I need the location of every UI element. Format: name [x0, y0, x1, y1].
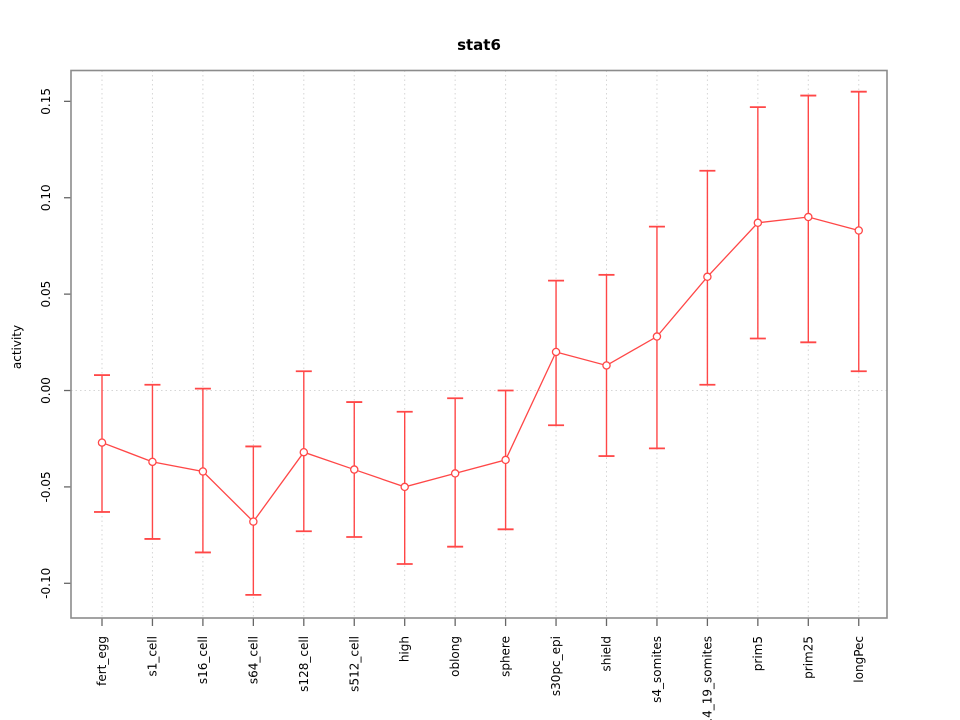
y-tick-label: 0.05	[39, 281, 53, 308]
y-tick-label: -0.10	[39, 568, 53, 599]
x-tick-label: s512_cell	[347, 636, 361, 692]
y-tick-label: 0.15	[39, 88, 53, 115]
x-tick-label: s4_somites	[650, 636, 664, 703]
chart-title: stat6	[457, 36, 501, 54]
data-point	[551, 347, 561, 357]
data-point	[349, 465, 359, 474]
data-point	[703, 272, 712, 282]
series-line	[101, 216, 859, 523]
x-tick-label: s64_cell	[246, 636, 260, 684]
x-tick-label: prim5	[751, 636, 765, 671]
data-point	[501, 455, 510, 465]
data-point	[299, 447, 309, 457]
data-point	[652, 332, 662, 341]
y-tick-label: 0.10	[39, 184, 53, 211]
y-tick-label: -0.05	[39, 471, 53, 502]
x-tick-label: s30pc_epi	[549, 636, 563, 696]
y-tick-label: 0.00	[39, 377, 53, 404]
x-tick-label: longPec	[852, 636, 866, 683]
data-point	[602, 361, 611, 370]
data-point	[97, 438, 107, 447]
x-tick-label: s14_19_somites	[700, 636, 714, 720]
x-tick-label: oblong	[448, 636, 462, 677]
data-point	[854, 226, 864, 235]
data-point	[198, 467, 208, 476]
data-point	[753, 218, 763, 228]
data-point	[450, 469, 460, 478]
x-tick-label: high	[398, 636, 412, 662]
x-tick-label: s16_cell	[196, 636, 210, 684]
y-axis-title: activity	[10, 324, 24, 370]
data-point	[804, 212, 813, 222]
x-tick-label: sphere	[499, 636, 513, 677]
data-point	[400, 482, 409, 492]
x-tick-label: s1_cell	[145, 636, 159, 677]
data-point	[148, 457, 157, 467]
plot-border	[70, 69, 888, 619]
data-point	[249, 517, 258, 526]
x-tick-label: shield	[600, 636, 614, 672]
x-tick-label: prim25	[801, 636, 815, 679]
x-tick-label: s128_cell	[297, 636, 311, 692]
x-tick-label: fert_egg	[95, 636, 109, 686]
